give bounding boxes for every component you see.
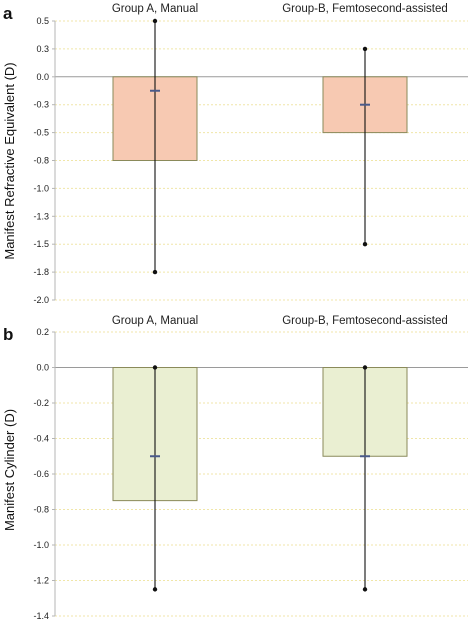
y-tick-label: -1.5	[33, 239, 49, 249]
panel-letter: b	[3, 325, 13, 344]
y-tick-label: 0.5	[36, 16, 49, 26]
y-tick-label: -0.6	[33, 469, 49, 479]
category-label: Group A, Manual	[112, 315, 198, 327]
y-tick-label: -1.0	[33, 540, 49, 550]
panel-a: 0.5 0.3 0.0 -0.3 -0.5 -0.8 -1.0 -1.3 -1.5 -1.8 -2.…	[2, 3, 468, 305]
error-bar-cap-max	[152, 18, 158, 24]
error-bar-cap-min	[362, 242, 368, 247]
panel-letter: a	[3, 4, 13, 23]
error-bar-cap-min	[152, 587, 158, 592]
y-tick-label: -0.2	[33, 398, 49, 408]
plot-area: 0.5 0.3 0.0 -0.3 -0.5 -0.8 -1.0 -1.3 -1.5 -1.8 -2.…	[33, 16, 468, 305]
panel-b: 0.2 0.0 -0.2 -0.4 -0.6 -0.8 -1.0 -1.2 -1.4 b Man…	[2, 315, 468, 621]
error-bar-cap-min	[362, 587, 368, 592]
y-tick-label: -0.5	[33, 128, 49, 138]
error-bar-cap-max	[362, 365, 368, 370]
y-tick-label: -1.4	[33, 611, 49, 621]
y-tick-label: 0.0	[36, 363, 49, 373]
y-tick-label: 0.3	[36, 44, 49, 54]
category-label: Group A, Manual	[112, 3, 198, 15]
y-tick-label: -1.3	[33, 211, 49, 221]
y-tick-label: -0.4	[33, 434, 49, 444]
category-label: Group-B, Femtosecond-assisted	[282, 315, 448, 327]
y-tick-label: -0.8	[33, 505, 49, 515]
y-tick-label: -2.0	[33, 295, 49, 305]
error-bar-cap-max	[362, 46, 368, 52]
y-tick-label: 0.0	[36, 72, 49, 82]
y-tick-label: -1.8	[33, 267, 49, 277]
y-tick-label: -0.8	[33, 156, 49, 166]
y-axis-title: Manifest Cylinder (D)	[2, 409, 17, 531]
y-tick-label: 0.2	[36, 327, 49, 337]
y-tick-label: -1.0	[33, 183, 49, 193]
y-axis-title: Manifest Refractive Equivalent (D)	[2, 62, 17, 259]
plot-area: 0.2 0.0 -0.2 -0.4 -0.6 -0.8 -1.0 -1.2 -1.4	[33, 327, 468, 621]
y-tick-label: -0.3	[33, 100, 49, 110]
error-bar-cap-min	[152, 269, 158, 275]
category-label: Group-B, Femtosecond-assisted	[282, 3, 448, 15]
y-tick-label: -1.2	[33, 576, 49, 586]
error-bar-cap-max	[152, 365, 158, 370]
